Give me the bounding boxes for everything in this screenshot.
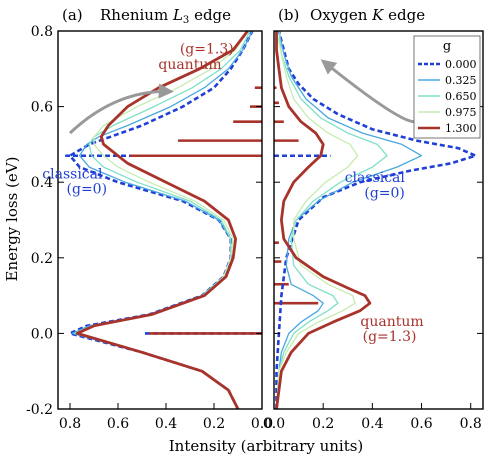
rhenium-plot-frame — [57, 30, 263, 410]
y-tick-label: 0.4 — [31, 175, 53, 191]
oxygen-series-0-325 — [275, 30, 423, 410]
legend-title: g — [443, 39, 451, 54]
x-axis-label: Intensity (arbitrary units) — [169, 437, 364, 455]
panel-a-title: Rhenium L3 edge — [100, 6, 231, 26]
rhenium-trend-arrow — [68, 83, 174, 135]
panel-rhenium: (a) Rhenium L3 edge 0.8 0.6 0.4 0.2 0.0 -0.2 0… — [26, 6, 273, 432]
legend-entry-label: 1.300 — [445, 122, 477, 135]
oxygen-series-0-650 — [275, 30, 388, 410]
rhenium-x-tick-label: 0.8 — [59, 416, 81, 432]
rhenium-series-0-325 — [71, 30, 253, 410]
rhenium-x-tick-label: 0.2 — [203, 416, 225, 432]
oxygen-series-0-000 — [275, 30, 477, 409]
y-tick-label: 0.8 — [31, 24, 53, 40]
rhenium-annotation: quantum — [158, 57, 221, 73]
rhenium-annotation: classical — [42, 166, 103, 182]
oxygen-x-tick-label: 0.0 — [263, 416, 285, 432]
y-tick-label: 0.2 — [31, 251, 53, 267]
legend: g 0.000 0.325 0.650 0.975 1.300 — [413, 35, 481, 139]
oxygen-x-tick-label: 0.6 — [410, 416, 432, 432]
oxygen-annotation: classical — [345, 170, 406, 186]
legend-entry-label: 0.000 — [445, 58, 477, 71]
y-tick-label: 0.0 — [31, 326, 53, 342]
oxygen-plot-frame — [273, 30, 484, 410]
panel-oxygen: (b) Oxygen K edge 0.0 0.2 0.4 0.6 0.8 classic… — [263, 6, 484, 432]
rhenium-annotation: (g=0) — [67, 182, 108, 198]
y-tick-label: 0.6 — [31, 100, 53, 116]
legend-box — [413, 35, 481, 139]
rhenium-annotation: (g=1.3) — [180, 42, 234, 58]
oxygen-annotation: (g=1.3) — [363, 329, 417, 345]
panel-b-label: (b) — [278, 6, 299, 24]
oxygen-series-0-975 — [275, 30, 359, 410]
y-tick-label: -0.2 — [26, 402, 53, 418]
rhenium-x-tick-label: 0.0 — [251, 416, 273, 432]
oxygen-annotation: (g=0) — [364, 185, 405, 201]
y-axis-label: Energy loss (eV) — [3, 157, 21, 282]
legend-entry-label: 0.325 — [445, 74, 477, 87]
rhenium-x-tick-label: 0.4 — [155, 416, 177, 432]
rhenium-x-tick-label: 0.6 — [107, 416, 129, 432]
oxygen-x-tick-label: 0.2 — [312, 416, 334, 432]
oxygen-x-tick-label: 0.4 — [361, 416, 383, 432]
oxygen-x-tick-label: 0.8 — [460, 416, 482, 432]
rhenium-series-1-300 — [75, 30, 249, 410]
rhenium-series-0-975 — [76, 30, 249, 410]
legend-entry-label: 0.975 — [445, 106, 477, 119]
oxygen-annotation: quantum — [360, 314, 423, 330]
legend-entry-label: 0.650 — [445, 90, 477, 103]
panel-a-label: (a) — [62, 6, 83, 24]
oxygen-trend-arrow — [320, 59, 415, 124]
panel-b-title: Oxygen K edge — [310, 6, 425, 24]
oxygen-series-1-300 — [275, 31, 372, 410]
